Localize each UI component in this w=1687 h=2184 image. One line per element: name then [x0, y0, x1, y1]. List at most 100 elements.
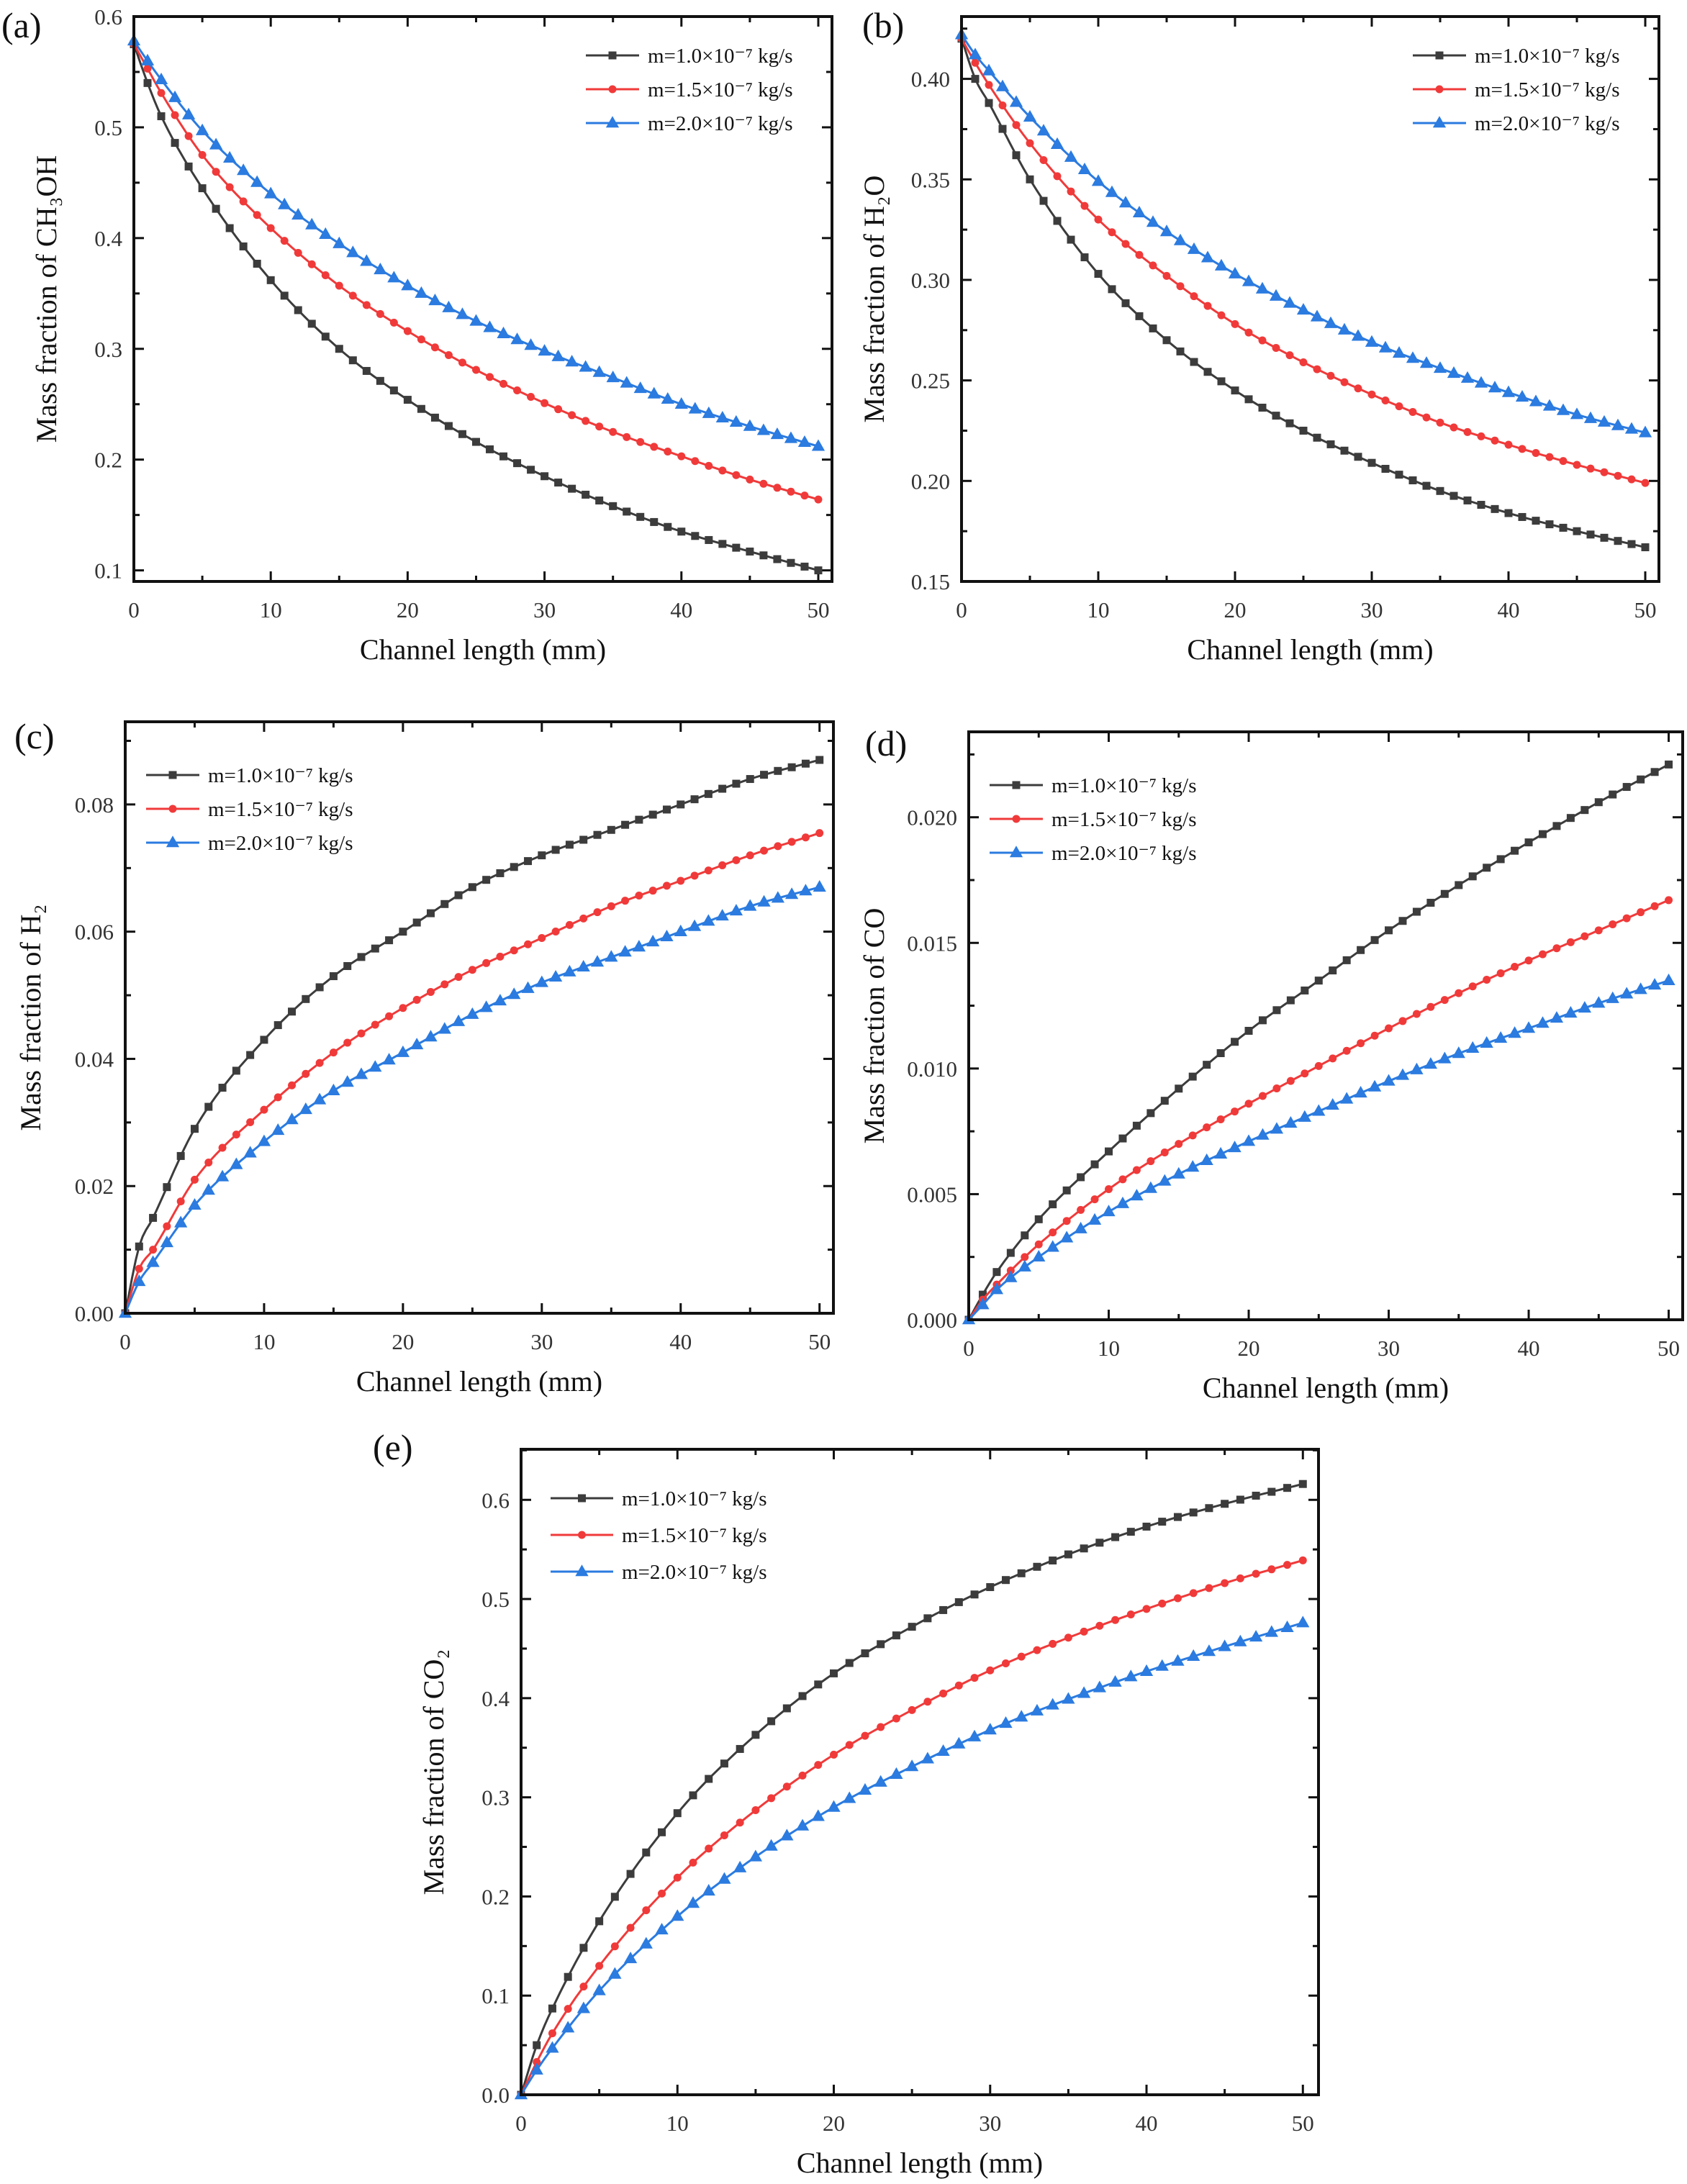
data-point: [307, 260, 316, 268]
data-point: [1186, 1160, 1200, 1172]
data-point: [1190, 358, 1198, 366]
data-point: [1017, 1569, 1026, 1577]
data-point: [533, 2041, 541, 2049]
data-point: [985, 99, 993, 107]
data-point: [1354, 453, 1362, 461]
data-point: [1105, 1147, 1113, 1156]
data-point: [590, 955, 605, 967]
data-point: [1337, 322, 1352, 335]
data-point: [554, 479, 563, 487]
data-point: [1139, 1664, 1154, 1676]
data-point: [746, 547, 754, 556]
x-tick-label: 50: [807, 597, 829, 622]
data-point: [757, 894, 771, 907]
data-point: [1662, 973, 1675, 985]
data-point: [551, 349, 565, 361]
y-axis-label: Mass fraction of H₂O: [858, 176, 890, 423]
data-point: [1606, 991, 1619, 1003]
y-tick-label: 0.1: [94, 558, 122, 584]
data-point: [143, 78, 152, 87]
data-point: [592, 1983, 606, 1995]
data-point: [607, 902, 615, 910]
data-point: [1298, 1110, 1311, 1122]
data-point: [800, 562, 809, 571]
data-point: [1188, 1131, 1197, 1140]
data-point: [1087, 1213, 1102, 1225]
data-point: [579, 360, 592, 372]
data-point: [264, 186, 278, 199]
data-point: [1200, 1153, 1213, 1165]
data-point: [273, 1093, 282, 1102]
legend-marker-triangle: [1009, 846, 1023, 858]
data-point: [1026, 175, 1034, 183]
data-point: [1200, 250, 1215, 263]
data-point: [1118, 196, 1133, 208]
data-point: [677, 876, 685, 885]
data-point: [1062, 1217, 1071, 1225]
data-point: [691, 457, 700, 466]
data-point: [340, 1075, 354, 1087]
data-point: [135, 1242, 143, 1251]
data-point: [1036, 124, 1051, 136]
data-point: [579, 1983, 588, 1991]
data-point: [1155, 1659, 1169, 1671]
data-point: [1556, 403, 1570, 415]
data-point: [970, 1674, 979, 1682]
x-axis-label: Channel length (mm): [797, 2147, 1043, 2179]
data-point: [705, 1775, 713, 1783]
data-point: [1564, 1006, 1578, 1018]
data-point: [976, 1297, 990, 1310]
data-point: [1370, 935, 1379, 944]
x-tick-label: 0: [515, 2111, 527, 2136]
data-point: [319, 227, 333, 239]
data-point: [1159, 225, 1174, 237]
data-point: [607, 825, 615, 834]
data-point: [1146, 215, 1160, 227]
data-point: [771, 891, 784, 903]
data-point: [1455, 881, 1463, 889]
data-point: [1162, 336, 1171, 345]
data-point: [892, 1631, 900, 1640]
data-point: [1622, 914, 1631, 923]
data-point: [830, 1669, 838, 1677]
data-point: [1545, 520, 1554, 529]
data-point: [1329, 966, 1337, 975]
data-point: [524, 940, 533, 948]
data-point: [1580, 932, 1589, 941]
data-point: [1160, 1097, 1169, 1105]
data-point: [1301, 1069, 1309, 1078]
data-point: [715, 410, 729, 423]
data-point: [1468, 872, 1477, 881]
data-point: [535, 975, 548, 987]
data-point: [1395, 471, 1403, 479]
data-point: [1108, 1675, 1122, 1687]
y-tick-label: 0.5: [481, 1587, 510, 1612]
data-point: [978, 1290, 987, 1299]
data-point: [1004, 1270, 1018, 1282]
y-tick-label: 0.25: [911, 368, 950, 394]
data-point: [278, 197, 291, 209]
data-point: [1357, 1039, 1365, 1048]
y-tick-label: 0.010: [907, 1056, 957, 1082]
x-tick-label: 10: [1087, 597, 1110, 622]
data-point: [595, 422, 604, 431]
data-point: [720, 1831, 728, 1839]
data-point: [1385, 1024, 1393, 1033]
data-point: [1190, 292, 1198, 301]
data-point: [1504, 440, 1513, 449]
data-point: [658, 1889, 666, 1898]
y-tick-label: 0.06: [75, 920, 114, 945]
data-point: [1329, 1054, 1337, 1063]
data-point: [1440, 889, 1449, 898]
data-point: [1412, 907, 1421, 916]
data-point: [1173, 1594, 1182, 1603]
data-point: [1280, 1620, 1294, 1633]
data-point: [999, 1716, 1013, 1728]
data-point: [1600, 533, 1609, 542]
data-point: [1550, 1011, 1564, 1023]
data-point: [1518, 512, 1527, 521]
legend-entry: m=2.0×10⁻⁷ kg/s: [648, 112, 793, 135]
series-1: [964, 896, 1673, 1324]
data-point: [215, 1169, 230, 1182]
data-point: [1324, 316, 1338, 328]
